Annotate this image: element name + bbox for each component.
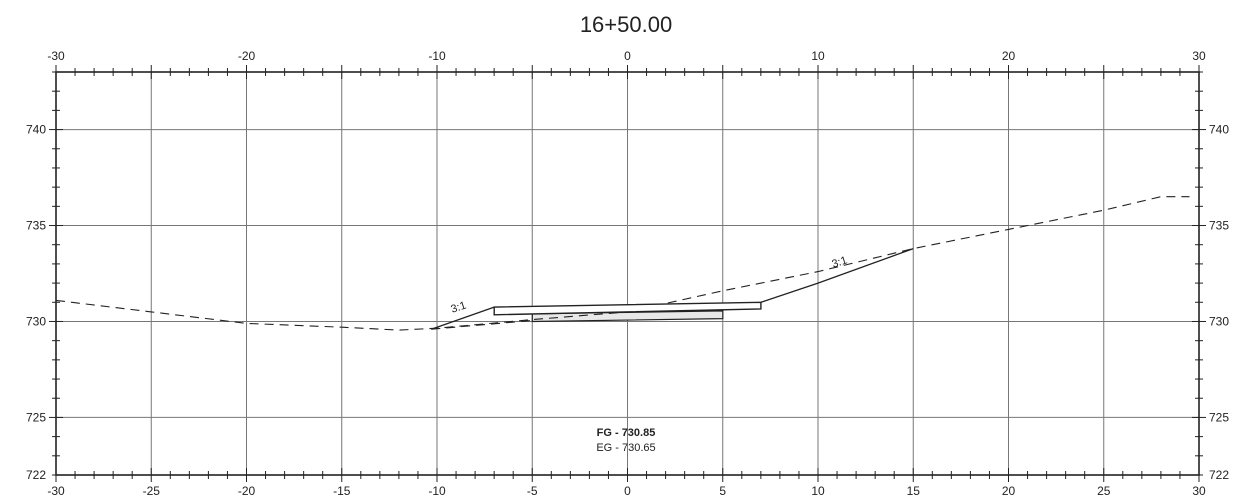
bottom-axis-label: -10 [428,484,446,498]
fill-shoulder-line [431,319,533,330]
pavement-layer [493,301,762,316]
slope-ratio-label: 3:1 [830,254,848,270]
top-axis-label: -10 [428,49,446,63]
top-axis-label: 30 [1192,49,1206,63]
eg-elevation-label: EG - 730.65 [596,442,655,454]
left-axis-label: 735 [26,219,46,233]
bottom-axis-label: -15 [333,484,351,498]
station-title: 16+50.00 [580,12,672,37]
bottom-axis-label: -5 [527,484,538,498]
right-axis-label: 722 [1209,468,1229,482]
left-axis-label: 730 [26,314,46,328]
right-axis-label: 730 [1209,314,1229,328]
slope-ratio-label: 3:1 [449,300,467,316]
bottom-axis-label: 10 [811,484,825,498]
axis-labels: -30 -20 -10 0 10 20 30 -30 -25 -20 -15 -10 -5 0 5 10 15 2… [26,49,1229,498]
annotations: FG - 730.85 EG - 730.65 [596,427,655,454]
bottom-axis-label: -25 [143,484,161,498]
bottom-axis-label: -30 [47,484,65,498]
bottom-axis-label: 30 [1192,484,1206,498]
bottom-axis-label: 25 [1097,484,1111,498]
bottom-axis-label: 5 [719,484,726,498]
left-axis-label: 722 [26,468,46,482]
fg-elevation-label: FG - 730.85 [597,427,656,439]
right-axis-label: 735 [1209,219,1229,233]
bottom-axis-label: 20 [1002,484,1016,498]
right-slope-line [760,247,914,303]
top-axis-label: 20 [1002,49,1016,63]
axis-ticks [49,65,1206,482]
top-axis-label: 0 [624,49,631,63]
bottom-axis-label: 15 [907,484,921,498]
grid-lines [56,72,1199,475]
left-slope-line [431,306,495,330]
top-axis-label: -20 [238,49,256,63]
right-axis-label: 725 [1209,410,1229,424]
bottom-axis-label: -20 [238,484,256,498]
top-axis-label: -30 [47,49,65,63]
bottom-axis-label: 0 [624,484,631,498]
section-geometry: 3:1 3:1 [55,196,1190,331]
right-axis-label: 740 [1209,123,1229,137]
left-axis-label: 740 [26,123,46,137]
left-axis-label: 725 [26,410,46,424]
top-axis-label: 10 [811,49,825,63]
